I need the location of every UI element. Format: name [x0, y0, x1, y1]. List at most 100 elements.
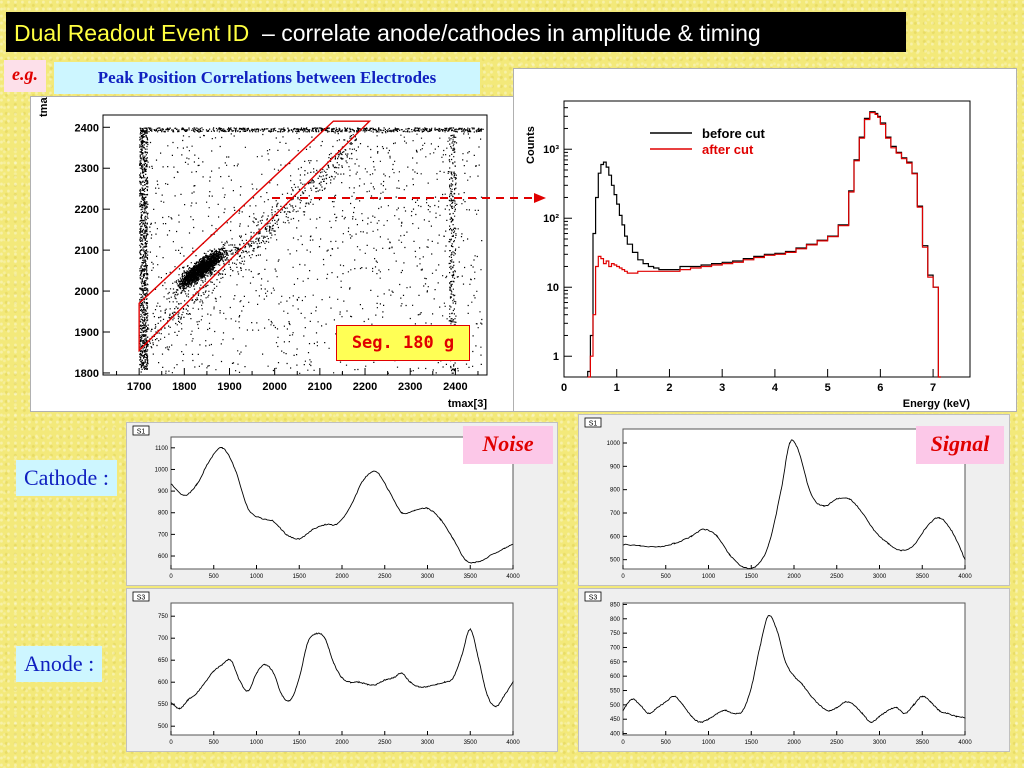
x-tick-label: 3: [719, 382, 725, 394]
x-tick-label: 500: [209, 740, 220, 746]
x-tick-label: 0: [621, 574, 625, 580]
signal-cathode-waveform: S1 0 500 1000 1500 2000 2500 3000 3500 4000 500 600…: [584, 417, 972, 580]
x-tick-label: 2400: [443, 381, 467, 393]
y-tick-label: 900: [610, 464, 621, 470]
y-tick-label: 2400: [75, 122, 99, 134]
x-tick-label: 1500: [293, 574, 307, 580]
y-tick-label: 550: [610, 689, 621, 695]
x-tick-label: 1: [614, 382, 620, 394]
waveform-title: S3: [137, 595, 146, 602]
x-tick-label: 2000: [335, 740, 349, 746]
y-tick-label: 800: [158, 511, 169, 517]
x-tick-label: 3000: [873, 740, 887, 746]
signal-cathode-panel: S1 0 500 1000 1500 2000 2500 3000 3500 4000 500 600…: [578, 414, 1010, 586]
x-tick-label: 1800: [172, 381, 196, 393]
noise-anode-panel: S3 0 500 1000 1500 2000 2500 3000 3500 4000 500 550…: [126, 588, 558, 752]
y-tick-label: 1900: [75, 327, 99, 339]
x-tick-label: 4000: [506, 574, 520, 580]
y-tick-label: 700: [610, 645, 621, 651]
x-tick-label: 0: [621, 740, 625, 746]
y-tick-label: 1000: [607, 441, 621, 447]
cathode-label: Cathode :: [16, 460, 117, 496]
waveform-frame: [170, 602, 514, 736]
x-tick-label: 5: [825, 382, 831, 394]
x-axis-label: tmax[3]: [448, 398, 487, 410]
x-tick-label: 3500: [916, 740, 930, 746]
waveform-frame: [622, 602, 966, 736]
y-tick-label: 2100: [75, 245, 99, 257]
histogram-frame: [563, 100, 971, 378]
noise-cathode-waveform: S1 0 500 1000 1500 2000 2500 3000 3500 4000 600 700…: [132, 425, 520, 580]
x-tick-label: 500: [209, 574, 220, 580]
waveform-title-box: [584, 591, 602, 602]
x-tick-label: 4000: [506, 740, 520, 746]
y-tick-label: 650: [610, 660, 621, 666]
y-tick-label: 1100: [155, 446, 169, 452]
x-tick-label: 1700: [127, 381, 151, 393]
waveform-title: S3: [589, 595, 598, 602]
y-tick-label: 500: [610, 703, 621, 709]
y-tick-label: 650: [158, 658, 169, 664]
y-tick-label: 900: [158, 489, 169, 495]
x-tick-label: 6: [877, 382, 883, 394]
y-tick-label: 750: [158, 614, 169, 620]
y-tick-label: 850: [610, 602, 621, 608]
y-tick-label: 700: [610, 511, 621, 517]
x-tick-label: 2000: [335, 574, 349, 580]
x-tick-label: 0: [561, 382, 567, 394]
y-tick-label: 800: [610, 488, 621, 494]
x-tick-label: 1500: [745, 740, 759, 746]
x-tick-label: 2500: [378, 740, 392, 746]
segment-label: Seg. 180 g: [336, 325, 470, 361]
x-tick-label: 2000: [787, 574, 801, 580]
scatter-plot: 1700 1800 1900 2000 2100 2200 2300 2400 1800 1900…: [38, 78, 488, 410]
title-main: Dual Readout Event ID: [14, 20, 250, 46]
x-tick-label: 500: [661, 740, 672, 746]
y-tick-label: 750: [610, 631, 621, 637]
x-axis-label: Energy (keV): [903, 398, 971, 410]
x-tick-label: 500: [661, 574, 672, 580]
waveform-title-box: [584, 417, 602, 428]
y-tick-label: 2300: [75, 163, 99, 175]
y-tick-label: 600: [610, 674, 621, 680]
waveform-trace: [170, 447, 514, 564]
energy-histogram-panel: 0 1 2 3 4 5 6 7 1 10 10² 10³ Energy (keV) Counts befor…: [513, 68, 1017, 412]
y-tick-label: 600: [158, 680, 169, 686]
y-tick-label: 1000: [155, 467, 169, 473]
x-tick-label: 3500: [464, 740, 478, 746]
y-tick-label: 1: [553, 351, 559, 363]
page-title: Dual Readout Event ID – correlate anode/…: [14, 20, 761, 47]
x-tick-label: 4: [772, 382, 779, 394]
x-tick-label: 2200: [353, 381, 377, 393]
x-tick-label: 1000: [702, 574, 716, 580]
y-tick-label: 10²: [543, 213, 559, 225]
eg-label: e.g.: [4, 60, 46, 92]
peak-correlation-label: Peak Position Correlations between Elect…: [54, 62, 480, 94]
x-tick-label: 1900: [217, 381, 241, 393]
y-tick-label: 600: [610, 534, 621, 540]
y-tick-label: 600: [158, 554, 169, 560]
legend-entry-0: before cut: [702, 126, 766, 141]
waveform-title-box: [132, 425, 150, 436]
y-tick-label: 2200: [75, 204, 99, 216]
waveform-frame: [622, 428, 966, 570]
title-subtitle: – correlate anode/cathodes in amplitude …: [262, 20, 761, 46]
y-tick-label: 450: [610, 717, 621, 723]
x-tick-label: 2500: [830, 740, 844, 746]
x-tick-label: 3000: [421, 740, 435, 746]
x-tick-label: 0: [169, 574, 173, 580]
signal-anode-panel: S3 0 500 1000 1500 2000 2500 3000 3500 4000 400 450…: [578, 588, 1010, 752]
x-tick-label: 2000: [262, 381, 286, 393]
y-axis-label: tmax[2]: [38, 97, 50, 117]
y-tick-label: 10: [547, 282, 559, 294]
energy-histogram: 0 1 2 3 4 5 6 7 1 10 10² 10³ Energy (keV) Counts befor…: [525, 100, 971, 410]
waveform-trace: [622, 439, 966, 570]
x-tick-label: 1000: [250, 740, 264, 746]
y-tick-label: 700: [158, 532, 169, 538]
waveform-title: S1: [137, 429, 146, 436]
y-tick-label: 500: [610, 558, 621, 564]
waveform-title: S1: [589, 421, 598, 428]
x-tick-label: 7: [930, 382, 936, 394]
x-tick-label: 1500: [293, 740, 307, 746]
x-tick-label: 1500: [745, 574, 759, 580]
